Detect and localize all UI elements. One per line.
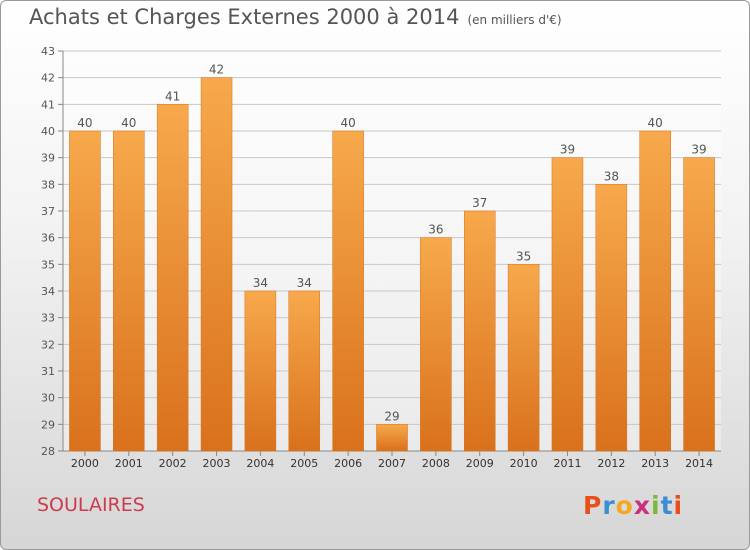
x-tick-label: 2000 (71, 457, 99, 470)
x-tick-label: 2001 (115, 457, 143, 470)
x-tick-label: 2014 (685, 457, 713, 470)
x-tick-label: 2005 (290, 457, 318, 470)
y-tick-label: 35 (41, 258, 55, 271)
bar (595, 184, 628, 452)
y-tick-label: 38 (41, 178, 55, 191)
bar (551, 157, 584, 452)
x-tick-label: 2006 (334, 457, 362, 470)
logo-letter: i (673, 491, 684, 520)
bar (420, 237, 452, 452)
bar-value-label: 41 (165, 89, 180, 103)
chart-title: Achats et Charges Externes 2000 à 2014 (e… (29, 5, 562, 29)
commune-name: SOULAIRES (37, 494, 145, 516)
logo-letter: x (633, 491, 651, 520)
bar-value-label: 37 (472, 196, 487, 210)
bar (244, 290, 277, 452)
y-tick-label: 32 (41, 338, 55, 351)
logo-letter: r (602, 491, 616, 520)
logo-letter: t (660, 491, 674, 520)
x-tick-label: 2003 (203, 457, 231, 470)
x-tick-label: 2010 (510, 457, 538, 470)
x-tick-label: 2009 (466, 457, 494, 470)
bar-value-label: 38 (604, 169, 619, 183)
y-tick-label: 39 (41, 152, 55, 165)
bar (200, 77, 233, 452)
logo-letter: o (615, 491, 634, 520)
bar (69, 130, 101, 452)
bar (507, 264, 540, 452)
x-tick-label: 2012 (597, 457, 625, 470)
logo-letter: P (583, 491, 603, 520)
y-tick-label: 40 (41, 125, 55, 138)
logo-letter: i (651, 491, 661, 520)
unit-label: (en milliers d'€) (467, 13, 562, 27)
bar-value-label: 40 (121, 116, 136, 130)
bar-value-label: 40 (77, 116, 92, 130)
bar (463, 210, 496, 452)
bar-value-label: 40 (340, 116, 355, 130)
x-tick-label: 2007 (378, 457, 406, 470)
bar (332, 130, 364, 452)
y-tick-label: 34 (41, 285, 55, 298)
y-tick-label: 28 (41, 445, 55, 458)
x-tick-label: 2002 (159, 457, 187, 470)
bar-value-label: 39 (691, 143, 706, 157)
bar-value-label: 34 (297, 276, 312, 290)
bar-value-label: 40 (648, 116, 663, 130)
y-tick-label: 30 (41, 392, 55, 405)
bar (639, 130, 671, 452)
title-text: Achats et Charges Externes 2000 à 2014 (29, 5, 460, 29)
x-tick-label: 2013 (641, 457, 669, 470)
bar (156, 104, 189, 452)
y-tick-label: 33 (41, 312, 55, 325)
bar (113, 130, 145, 452)
y-tick-label: 36 (41, 232, 55, 245)
bar-value-label: 36 (428, 223, 443, 237)
bar-value-label: 42 (209, 63, 224, 77)
y-tick-label: 43 (41, 45, 55, 58)
proxiti-logo[interactable]: Proxiti (583, 491, 683, 520)
bar-value-label: 29 (384, 409, 399, 423)
y-tick-label: 31 (41, 365, 55, 378)
y-tick-label: 41 (41, 98, 55, 111)
bar-value-label: 39 (560, 143, 575, 157)
y-tick-label: 42 (41, 72, 55, 85)
bar-value-label: 34 (253, 276, 268, 290)
x-tick-label: 2004 (246, 457, 274, 470)
bar (288, 290, 321, 452)
x-tick-label: 2008 (422, 457, 450, 470)
y-tick-label: 29 (41, 418, 55, 431)
bar-value-label: 35 (516, 249, 531, 263)
bar (376, 424, 408, 452)
bar (683, 157, 715, 452)
y-tick-label: 37 (41, 205, 55, 218)
x-tick-label: 2011 (553, 457, 581, 470)
